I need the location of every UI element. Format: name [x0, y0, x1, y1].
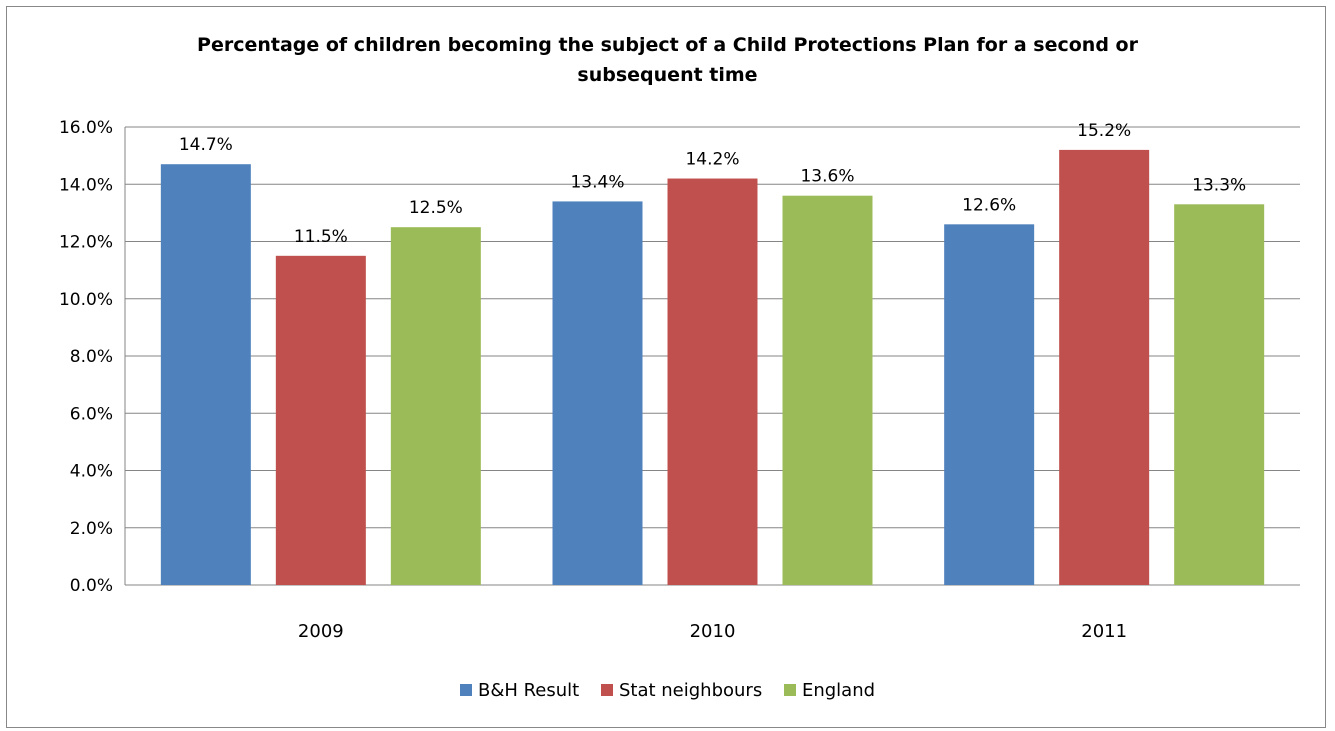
bar [667, 178, 758, 585]
chart-title-line-2: subsequent time [577, 64, 758, 86]
x-tick-label: 2010 [690, 621, 736, 642]
data-label: 13.3% [1192, 175, 1246, 195]
legend-swatch-bh-result [459, 684, 472, 696]
legend-label-bh-result: B&H Result [477, 680, 580, 701]
bar [1174, 204, 1265, 585]
chart-title: Percentage of children becoming the subj… [0, 30, 1335, 90]
legend-item-stat-neighbours: Stat neighbours [600, 680, 763, 701]
data-label: 14.2% [685, 150, 739, 170]
bar [275, 255, 366, 585]
bar [944, 224, 1035, 585]
legend-swatch-stat-neighbours [600, 684, 613, 696]
bar [390, 227, 481, 585]
y-tick-label: 12.0% [59, 233, 113, 253]
data-label: 12.5% [409, 198, 463, 218]
legend-item-bh-result: B&H Result [459, 680, 580, 701]
y-tick-label: 4.0% [70, 462, 113, 482]
legend-label-stat-neighbours: Stat neighbours [618, 680, 763, 701]
bar [782, 195, 873, 585]
y-tick-label: 0.0% [70, 576, 113, 596]
legend: B&H Result Stat neighbours England [0, 680, 1335, 701]
chart-title-line-1: Percentage of children becoming the subj… [197, 34, 1138, 56]
data-label: 13.6% [800, 167, 854, 187]
y-tick-label: 2.0% [70, 519, 113, 539]
y-tick-label: 6.0% [70, 404, 113, 424]
bar [160, 164, 251, 585]
x-tick-label: 2009 [298, 621, 344, 642]
data-label: 13.4% [570, 172, 624, 192]
legend-swatch-england [783, 684, 796, 696]
y-tick-label: 14.0% [59, 175, 113, 195]
y-tick-label: 8.0% [70, 347, 113, 367]
y-tick-label: 10.0% [59, 290, 113, 310]
data-label: 11.5% [294, 227, 348, 247]
x-tick-label: 2011 [1081, 621, 1127, 642]
bar [552, 201, 643, 586]
legend-label-england: England [801, 680, 876, 701]
y-tick-label: 16.0% [59, 118, 113, 138]
legend-item-england: England [783, 680, 876, 701]
data-label: 15.2% [1077, 121, 1131, 141]
data-label: 14.7% [179, 135, 233, 155]
bar [1059, 149, 1150, 585]
data-label: 12.6% [962, 195, 1016, 215]
